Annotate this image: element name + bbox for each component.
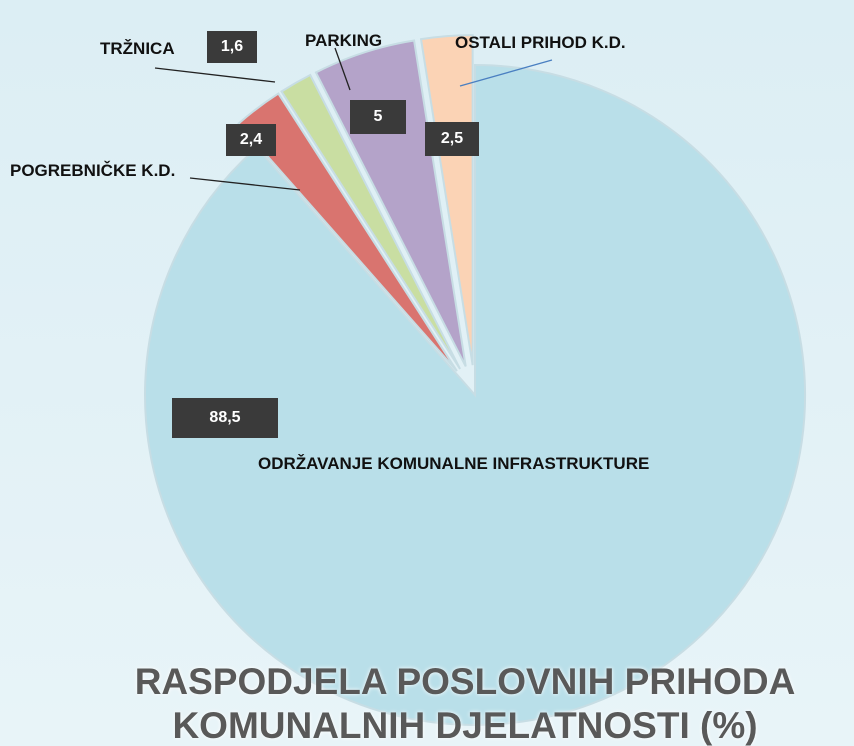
chart-title: RASPODJELA POSLOVNIH PRIHODA KOMUNALNIH … (134, 661, 796, 746)
value-label: 5 (374, 108, 383, 125)
leader-line (189, 177, 301, 191)
pie-slice (419, 34, 474, 366)
label-box (425, 122, 479, 156)
pie-slice (144, 63, 806, 726)
pie-slice (280, 73, 461, 370)
label-box (350, 100, 406, 134)
category-label: ODRŽAVANJE KOMUNALNE INFRASTRUKTURE (258, 454, 649, 473)
category-label: OSTALI PRIHOD K.D. (455, 33, 626, 52)
leader-line (154, 67, 276, 83)
label-box (207, 31, 257, 63)
value-label: 88,5 (209, 409, 240, 426)
value-label: 2,5 (441, 130, 463, 147)
category-label: TRŽNICA (100, 39, 175, 58)
category-label: PARKING (305, 31, 382, 50)
label-box (226, 124, 276, 156)
category-label: POGREBNIČKE K.D. (10, 161, 175, 180)
leader-line (459, 59, 553, 87)
pie-slice (237, 92, 458, 372)
leader-line (334, 47, 351, 91)
value-label: 2,4 (240, 131, 262, 148)
value-label: 1,6 (221, 38, 243, 55)
label-box (172, 398, 278, 438)
